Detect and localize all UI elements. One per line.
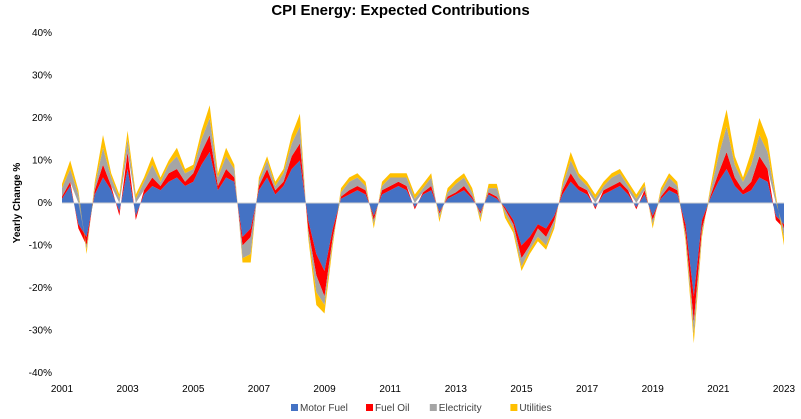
y-tick-label: 20%	[32, 113, 52, 124]
y-tick-label: 0%	[38, 198, 53, 209]
y-tick-label: 40%	[32, 28, 52, 39]
legend-label: Motor Fuel	[300, 403, 348, 414]
legend-swatch	[510, 404, 518, 411]
y-tick-label: -30%	[29, 326, 52, 337]
legend-swatch	[429, 404, 437, 411]
x-tick-label: 2013	[445, 384, 468, 395]
y-axis-label: Yearly Change %	[12, 163, 23, 244]
legend-label: Electricity	[439, 403, 482, 414]
x-tick-label: 2003	[117, 384, 140, 395]
series-area-utilities	[62, 105, 784, 344]
y-tick-label: 10%	[32, 156, 52, 167]
x-tick-label: 2011	[379, 384, 401, 395]
x-tick-label: 2023	[773, 384, 796, 395]
y-axis-ticks: 40% 30% 20% 10% 0% -10% -20% -30% -40%	[29, 28, 52, 379]
legend-swatch	[366, 404, 373, 411]
x-tick-label: 2001	[51, 384, 74, 395]
legend-swatch	[291, 404, 298, 411]
x-tick-label: 2021	[707, 384, 730, 395]
x-tick-label: 2005	[182, 384, 205, 395]
plot-areas	[62, 105, 784, 344]
legend-label: Utilities	[519, 403, 551, 414]
legend: Motor Fuel Fuel Oil Electricity Utilities	[291, 403, 552, 414]
y-tick-label: -20%	[29, 283, 52, 294]
x-axis-ticks: 2001 2003 2005 2007 2009 2011 2013 2015 2017 2019…	[51, 384, 796, 395]
x-tick-label: 2015	[510, 384, 533, 395]
y-tick-label: -10%	[29, 241, 52, 252]
x-tick-label: 2017	[576, 384, 599, 395]
y-tick-label: 30%	[32, 71, 52, 82]
x-tick-label: 2019	[642, 384, 665, 395]
x-tick-label: 2007	[248, 384, 271, 395]
series-area-electricity	[62, 118, 784, 335]
legend-label: Fuel Oil	[375, 403, 409, 414]
chart-title: CPI Energy: Expected Contributions	[271, 2, 529, 19]
y-tick-label: -40%	[29, 368, 52, 379]
x-tick-label: 2009	[313, 384, 336, 395]
